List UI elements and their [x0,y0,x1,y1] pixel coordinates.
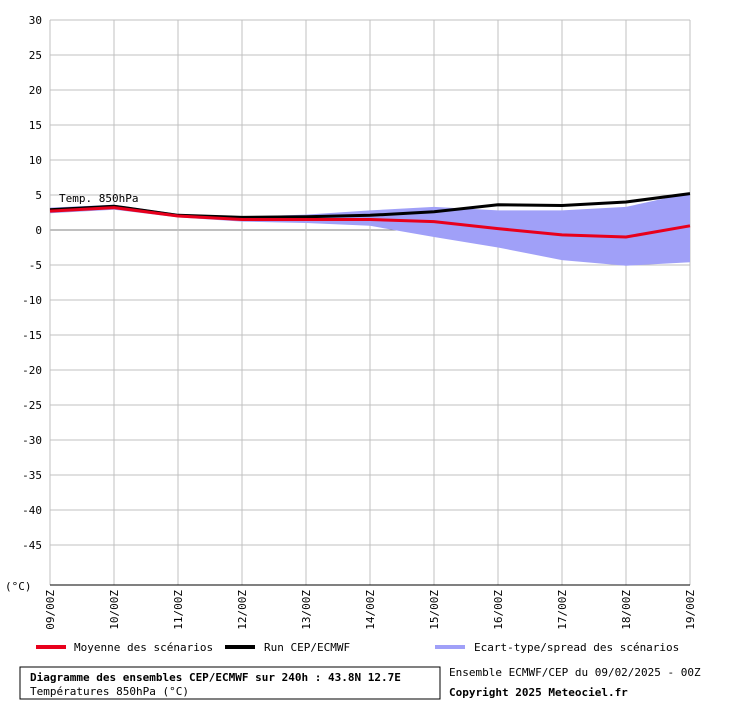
y-tick-label: -30 [22,434,42,447]
x-tick-label: 11/00Z [172,590,185,630]
y-tick-label: 20 [29,84,42,97]
y-tick-label: -25 [22,399,42,412]
y-tick-label: -20 [22,364,42,377]
footer-copyright: Copyright 2025 Meteociel.fr [449,686,628,699]
y-tick-label: 25 [29,49,42,62]
y-unit: (°C) [5,580,32,593]
y-tick-label: 10 [29,154,42,167]
y-tick-label: 15 [29,119,42,132]
x-tick-label: 15/00Z [428,590,441,630]
legend-label: Ecart-type/spread des scénarios [474,641,679,654]
footer-subtitle: Températures 850hPa (°C) [30,685,189,698]
y-tick-label: 5 [35,189,42,202]
y-tick-label: 0 [35,224,42,237]
series-line [49,206,691,239]
footer-box [19,666,441,700]
y-tick-label: -10 [22,294,42,307]
y-tick-label: -35 [22,469,42,482]
x-tick-label: 19/00Z [684,590,697,630]
x-tick-label: 10/00Z [108,590,121,630]
x-tick-label: 16/00Z [492,590,505,630]
footer-run: Ensemble ECMWF/CEP du 09/02/2025 - 00Z [449,666,701,679]
legend-label: Run CEP/ECMWF [264,641,350,654]
y-tick-label: -45 [22,539,42,552]
legend-label: Moyenne des scénarios [74,641,213,654]
footer-title: Diagramme des ensembles CEP/ECMWF sur 24… [30,671,401,684]
y-tick-label: 30 [29,14,42,27]
annotation: Temp. 850hPa [59,192,138,205]
y-tick-label: -5 [29,259,42,272]
x-tick-label: 18/00Z [620,590,633,630]
spread-band [50,192,690,266]
x-tick-label: 14/00Z [364,590,377,630]
x-tick-label: 09/00Z [44,590,57,630]
y-tick-label: -40 [22,504,42,517]
x-tick-label: 12/00Z [236,590,249,630]
x-tick-label: 13/00Z [300,590,313,630]
y-tick-label: -15 [22,329,42,342]
x-tick-label: 17/00Z [556,590,569,630]
